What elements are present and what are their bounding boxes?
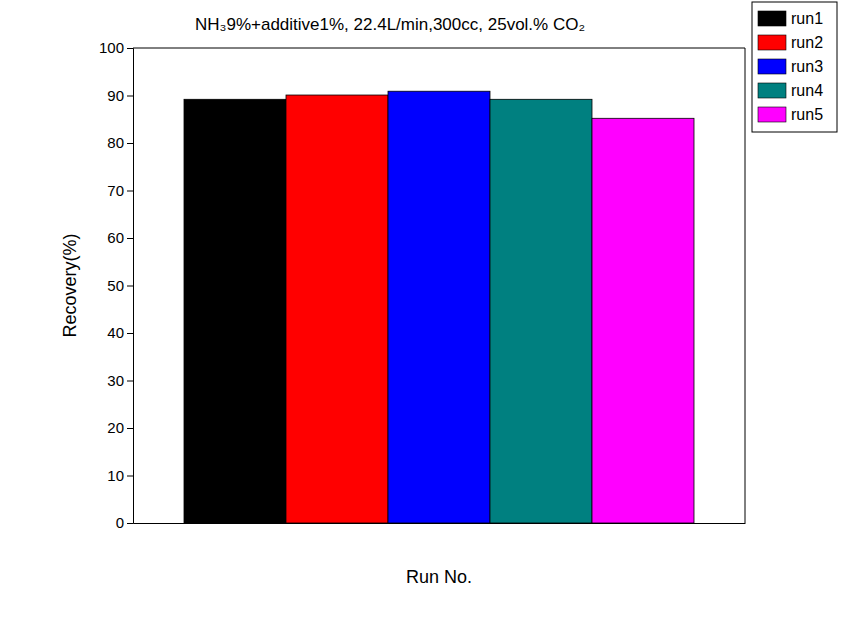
tick-mark xyxy=(127,96,133,97)
legend-label: run3 xyxy=(791,58,823,75)
tick-label: 70 xyxy=(107,182,124,199)
tick: 50 xyxy=(107,277,133,294)
frame xyxy=(133,48,745,49)
legend-swatch xyxy=(758,35,786,50)
tick: 40 xyxy=(107,324,133,341)
tick: 10 xyxy=(107,467,133,484)
legend-label: run2 xyxy=(791,34,823,51)
axis-line xyxy=(127,49,134,524)
tick: 60 xyxy=(107,229,133,246)
bar xyxy=(490,99,592,523)
tick: 0 xyxy=(116,514,133,531)
tick-label: 20 xyxy=(107,419,124,436)
tick-mark xyxy=(127,381,133,382)
tick-label: 30 xyxy=(107,372,124,389)
tick-label: 90 xyxy=(107,87,124,104)
tick-mark xyxy=(127,476,133,477)
tick: 100 xyxy=(99,39,133,56)
tick-label: 50 xyxy=(107,277,124,294)
tick: 20 xyxy=(107,419,133,436)
tick-mark xyxy=(127,428,133,429)
bar xyxy=(592,118,694,523)
legend-swatch xyxy=(758,59,786,74)
tick: 80 xyxy=(107,134,133,151)
legend-swatch xyxy=(758,11,786,26)
plot: 0 10 20 30 40 50 60 70 80 90 100 xyxy=(99,39,746,531)
y-axis: 0 10 20 30 40 50 60 70 80 90 100 xyxy=(99,39,134,531)
tick-mark xyxy=(127,191,133,192)
tick-label: 80 xyxy=(107,134,124,151)
x-axis-title: Run No. xyxy=(406,567,472,587)
tick: 70 xyxy=(107,182,133,199)
tick-label: 40 xyxy=(107,324,124,341)
tick-mark xyxy=(127,333,133,334)
x-axis xyxy=(134,523,746,524)
tick-label: 60 xyxy=(107,229,124,246)
tick: 30 xyxy=(107,372,133,389)
y-axis-title: Recovery(%) xyxy=(60,233,80,337)
legend: run1 run2 run3 run4 run5 xyxy=(752,2,837,132)
tick-label: 0 xyxy=(116,514,124,531)
bar xyxy=(286,95,388,523)
legend-swatch xyxy=(758,83,786,98)
tick-mark xyxy=(127,238,133,239)
bars xyxy=(184,91,694,523)
legend-box xyxy=(752,2,837,132)
legend-label: run4 xyxy=(791,82,823,99)
title: NH₃9%+additive1%, 22.4L/min,300cc, 25vol… xyxy=(195,15,585,34)
tick-label: 10 xyxy=(107,467,124,484)
bar xyxy=(388,91,490,523)
tick-mark xyxy=(127,143,133,144)
tick-mark xyxy=(127,286,133,287)
tick-mark xyxy=(127,523,133,524)
tick: 90 xyxy=(107,87,133,104)
legend-label: run1 xyxy=(791,10,823,27)
tick-label: 100 xyxy=(99,39,124,56)
bar xyxy=(184,99,286,523)
frame xyxy=(745,48,746,523)
legend-swatch xyxy=(758,107,786,122)
chart: 0 10 20 30 40 50 60 70 80 90 100 NH₃9%+additive1%, … xyxy=(0,0,841,620)
tick-mark xyxy=(127,48,133,49)
axis-line xyxy=(134,523,746,524)
legend-label: run5 xyxy=(791,106,823,123)
